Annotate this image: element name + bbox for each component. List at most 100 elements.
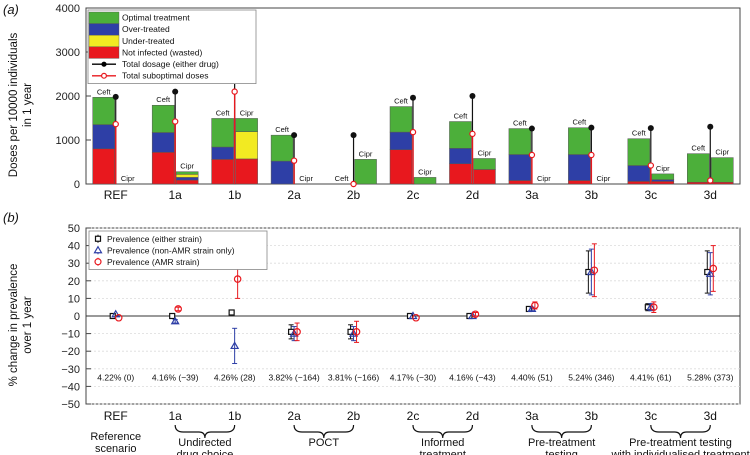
bar-cipr-optimal	[651, 173, 675, 180]
suboptimal-marker	[290, 157, 298, 164]
group-label: scenario	[95, 443, 137, 455]
drug-label-ceft: Ceft	[691, 144, 706, 153]
category-labels: REF REF 1a 1a 1b 1b 2a 2a 2b 2b 2c 2c 2d 2d 3a 3a 3b 3b 3c…	[104, 188, 717, 423]
category-label-a: 2d	[466, 188, 479, 202]
point-non-amr	[170, 316, 180, 325]
bar-cipr-under	[175, 174, 199, 178]
group-label: Informed	[421, 437, 464, 449]
panel-a-ytick-label: 3000	[56, 47, 80, 59]
bar-ceft-optimal	[151, 104, 175, 133]
category-label-b: 3d	[704, 409, 717, 423]
legend-b-marker	[93, 245, 103, 254]
panel-a-ytick-label: 4000	[56, 3, 80, 15]
prevalence-annotation: 4.41% (61)	[630, 373, 672, 383]
group-brace	[531, 424, 592, 439]
total-dosage-marker	[707, 123, 714, 130]
panel-b-points: 4.22% (0) 4.16% (−39) 4.26% (28) 3.82% (−16…	[97, 243, 734, 383]
group-label: drug choice	[176, 449, 233, 455]
legend-a-label: Under-treated	[122, 36, 175, 46]
suboptimal-marker	[171, 118, 179, 125]
category-label-b: 2b	[347, 409, 361, 423]
drug-label-cipr: Cipr	[478, 148, 492, 157]
drug-label-cipr: Cipr	[180, 162, 194, 171]
legend-b-marker	[94, 235, 102, 242]
total-dosage-marker	[410, 94, 416, 101]
point-non-amr	[349, 328, 359, 337]
suboptimal-marker	[409, 128, 417, 136]
drug-label-cipr: Cipr	[537, 174, 551, 183]
suboptimal-marker	[588, 151, 595, 159]
legend-a-marker	[101, 61, 107, 67]
bar-ceft-over	[508, 154, 532, 181]
category-label-b: 2c	[407, 409, 420, 423]
point-non-amr	[289, 328, 299, 337]
point-amr	[233, 275, 242, 283]
group-label: with individualised treatment	[610, 449, 749, 455]
legend-a-label: Over-treated	[122, 24, 170, 34]
group-brace	[174, 424, 236, 439]
bar-ceft-over	[211, 146, 234, 160]
bar-ceft-over	[92, 124, 115, 150]
category-label-a: REF	[104, 188, 128, 202]
bar-ceft-notinf	[389, 149, 413, 185]
bar-cipr-over	[651, 179, 675, 182]
category-label-b: 2d	[466, 409, 479, 423]
prevalence-annotation: 4.17% (−30)	[390, 373, 437, 383]
bar-ceft-notinf	[92, 148, 115, 185]
panel-a-label: (a)	[3, 2, 19, 17]
panel-b-ylabel-1: % change in prevalence	[8, 264, 20, 387]
bar-ceft-optimal	[508, 128, 532, 155]
bar-cipr-optimal	[175, 171, 199, 175]
legend-a-label: Not infected (wasted)	[122, 47, 202, 57]
bar-cipr-notinf	[711, 181, 734, 185]
category-label-a: 3a	[525, 188, 539, 202]
category-label-a: 3c	[644, 188, 657, 202]
bar-cipr-notinf	[473, 169, 496, 185]
category-label-a: 2c	[407, 188, 420, 202]
prevalence-annotation: 5.28% (373)	[687, 373, 733, 383]
prevalence-annotation: 4.16% (−39)	[152, 373, 199, 383]
bar-ceft-over	[449, 148, 472, 165]
legend-a-swatch	[88, 23, 120, 36]
bar-ceft-notinf	[568, 180, 591, 185]
category-label-a: 2b	[347, 188, 361, 202]
bar-ceft-optimal	[627, 138, 651, 166]
group-brace	[293, 424, 355, 439]
bar-cipr-optimal	[354, 159, 377, 185]
panel-b-ytick-label: 30	[68, 258, 80, 270]
bar-ceft-optimal	[389, 106, 413, 133]
prevalence-annotation: 4.22% (0)	[97, 373, 134, 383]
bar-ceft-notinf	[211, 159, 234, 185]
panel-a-ytick-label: 1000	[56, 135, 80, 147]
drug-label-ceft: Ceft	[156, 95, 171, 104]
prevalence-annotation: 5.24% (346)	[568, 373, 614, 383]
point-either-strain	[228, 309, 235, 316]
bar-ceft-over	[627, 165, 651, 182]
point-non-amr	[646, 302, 656, 311]
bar-cipr-optimal	[473, 158, 496, 170]
point-amr	[412, 313, 420, 322]
panel-a-ylabel-2: in 1 year	[22, 83, 34, 127]
panel-b-ylabel-2: over 1 year	[22, 296, 34, 354]
point-amr	[531, 301, 539, 310]
legend-b-box	[88, 230, 268, 270]
group-label: Pre-treatment	[528, 437, 595, 449]
bar-ceft-over	[568, 154, 591, 181]
legend-a-marker	[100, 72, 107, 79]
legend-a-swatch	[88, 11, 120, 24]
drug-label-cipr: Cipr	[121, 174, 135, 183]
prevalence-annotation: 4.40% (51)	[511, 373, 553, 383]
panel-b-ytick-label: 50	[68, 223, 80, 235]
suboptimal-marker	[528, 151, 536, 159]
drug-label-cipr: Cipr	[596, 174, 610, 183]
panel-a-ytick-label: 0	[74, 179, 80, 191]
total-dosage-marker	[291, 132, 298, 139]
legend-a-label: Total dosage (either drug)	[122, 59, 219, 69]
category-label-b: 2a	[287, 409, 301, 423]
category-label-b: 1a	[169, 409, 183, 423]
total-dosage-marker	[588, 124, 595, 131]
category-label-a: 2a	[287, 188, 301, 202]
total-dosage-marker	[469, 93, 476, 99]
panel-b-ytick-label: −20	[61, 346, 80, 358]
